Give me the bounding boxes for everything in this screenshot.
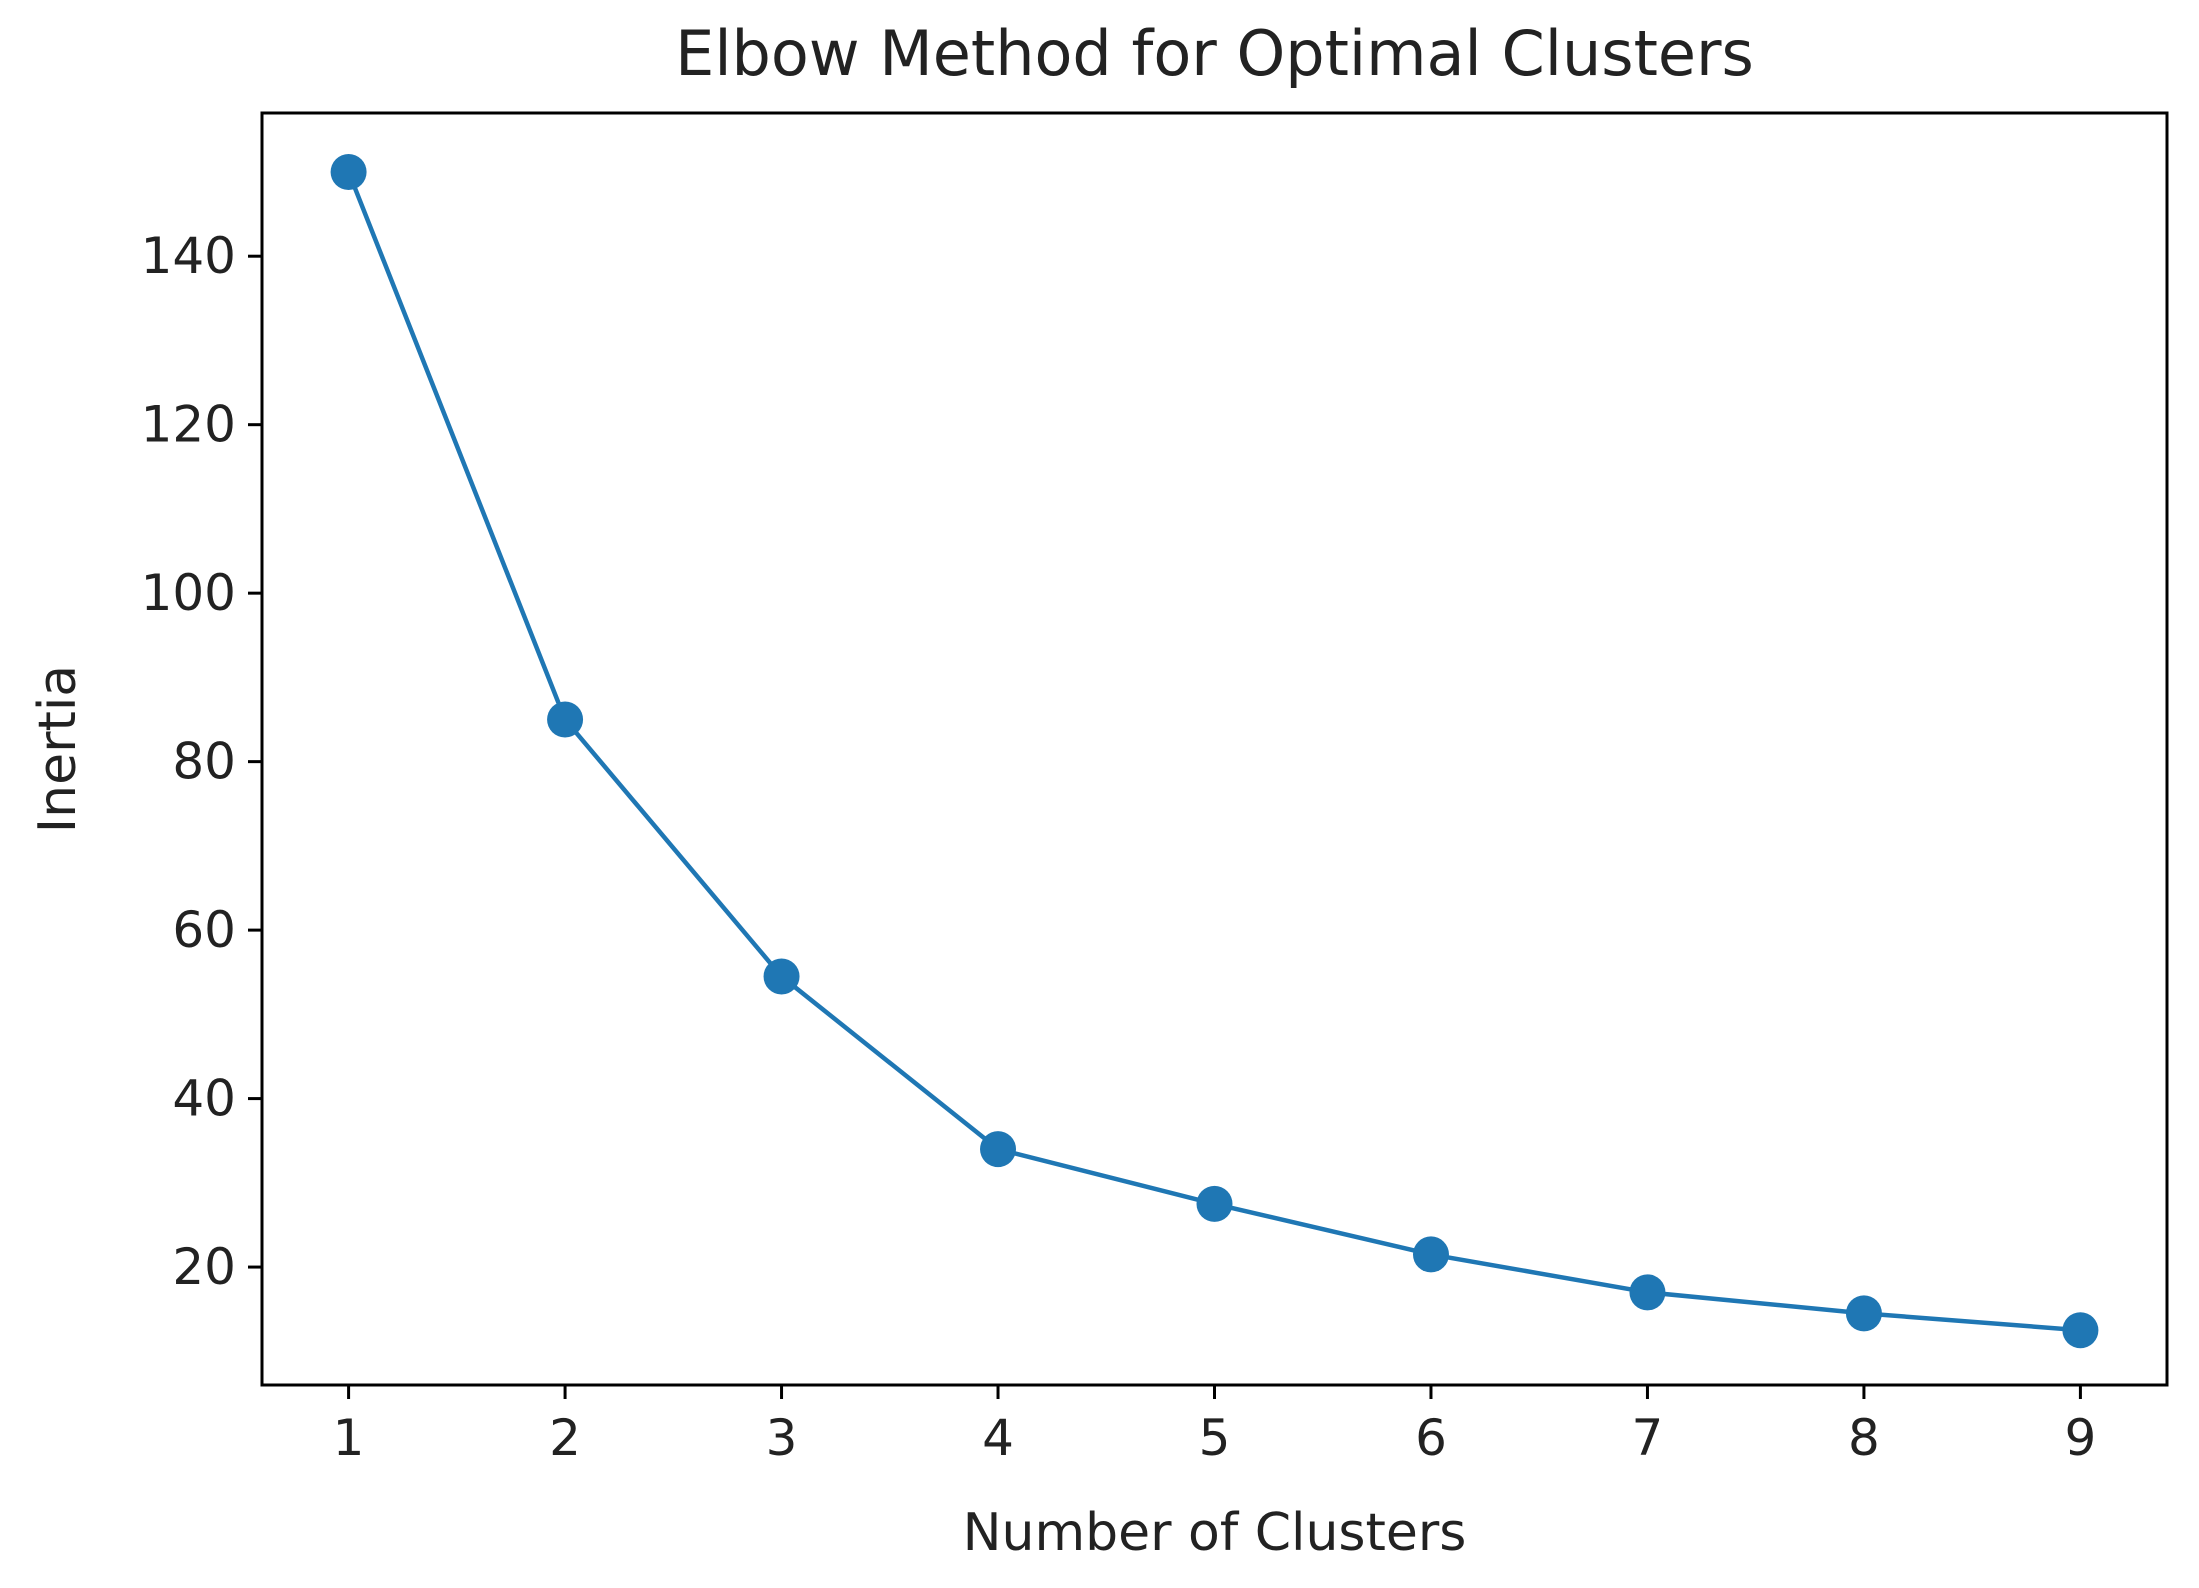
x-tick-label: 7 (1632, 1409, 1664, 1467)
chart-title: Elbow Method for Optimal Clusters (675, 17, 1754, 90)
y-tick-label: 100 (141, 564, 236, 622)
data-point-marker (1196, 1185, 1233, 1222)
x-tick-label: 2 (549, 1409, 581, 1467)
data-point-marker (763, 958, 800, 995)
data-point-marker (1412, 1236, 1449, 1273)
x-tick-label: 9 (2065, 1409, 2097, 1467)
y-tick-label: 80 (172, 733, 236, 791)
y-tick-label: 120 (141, 396, 236, 454)
y-axis-title: Inertia (28, 665, 88, 833)
data-point-marker (2062, 1312, 2099, 1349)
x-tick-label: 6 (1415, 1409, 1447, 1467)
x-tick-label: 3 (766, 1409, 798, 1467)
data-point-marker (980, 1131, 1017, 1168)
y-tick-label: 40 (172, 1070, 236, 1128)
x-axis: 1 2 3 4 5 6 7 8 9 (333, 1385, 2097, 1467)
x-tick-label: 5 (1199, 1409, 1231, 1467)
series-line (346, 171, 2081, 1333)
y-tick-label: 60 (172, 901, 236, 959)
series-layer (330, 153, 2099, 1349)
y-tick-label: 20 (172, 1238, 236, 1296)
data-point-marker (330, 153, 367, 190)
data-point-marker (1845, 1295, 1882, 1332)
x-axis-title: Number of Clusters (963, 1503, 1467, 1563)
x-tick-label: 1 (333, 1409, 365, 1467)
y-axis: 20 40 60 80 100 120 140 (141, 227, 262, 1296)
x-tick-label: 8 (1848, 1409, 1880, 1467)
data-point-marker (547, 701, 584, 738)
x-tick-label: 4 (982, 1409, 1014, 1467)
data-point-marker (1629, 1274, 1666, 1311)
y-tick-label: 140 (141, 227, 236, 285)
